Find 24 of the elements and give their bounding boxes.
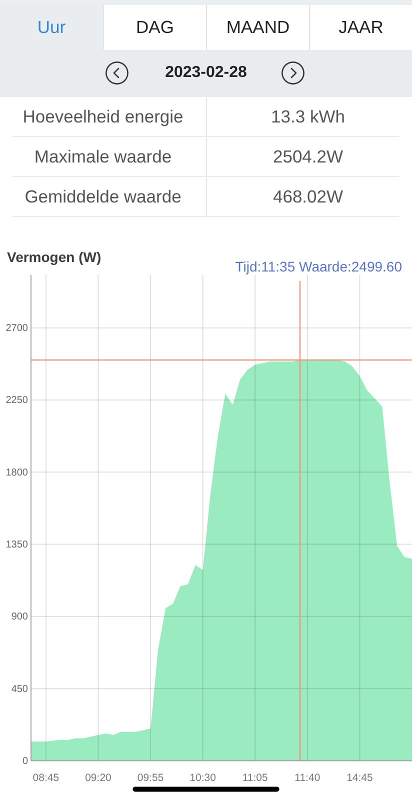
y-axis-title: Vermogen (W) [7,249,102,265]
y-tick-label: 1800 [6,467,28,478]
text: 13.3 kWh [271,106,345,126]
x-tick-label: 11:05 [242,772,268,784]
y-tick-label: 900 [11,612,28,623]
text: Tijd:11:35 Waarde:2499.60 [235,258,402,274]
x-tick-label: 11:40 [294,772,320,784]
x-tick-label: 14:45 [346,772,373,784]
text: Maximale waarde [34,146,172,166]
y-tick-label: 1350 [6,540,28,550]
text: Gemiddelde waarde [24,186,182,206]
tab: Uur [0,5,103,50]
x-tick-label: 08:45 [32,772,60,784]
x-tick-label: 09:20 [85,772,112,784]
text: Hoeveelheid energie [22,106,184,126]
text: 468.02W [272,186,344,206]
y-tick-label: 2700 [6,323,28,334]
text: 2023-02-28 [165,64,247,81]
y-tick-label: 450 [11,684,28,695]
text: 2504.2W [272,146,344,166]
y-tick-label: 0 [22,756,28,767]
x-tick-label: 10:30 [190,772,216,784]
y-tick-label: 2250 [6,395,28,406]
x-tick-label: 09:55 [137,772,164,784]
